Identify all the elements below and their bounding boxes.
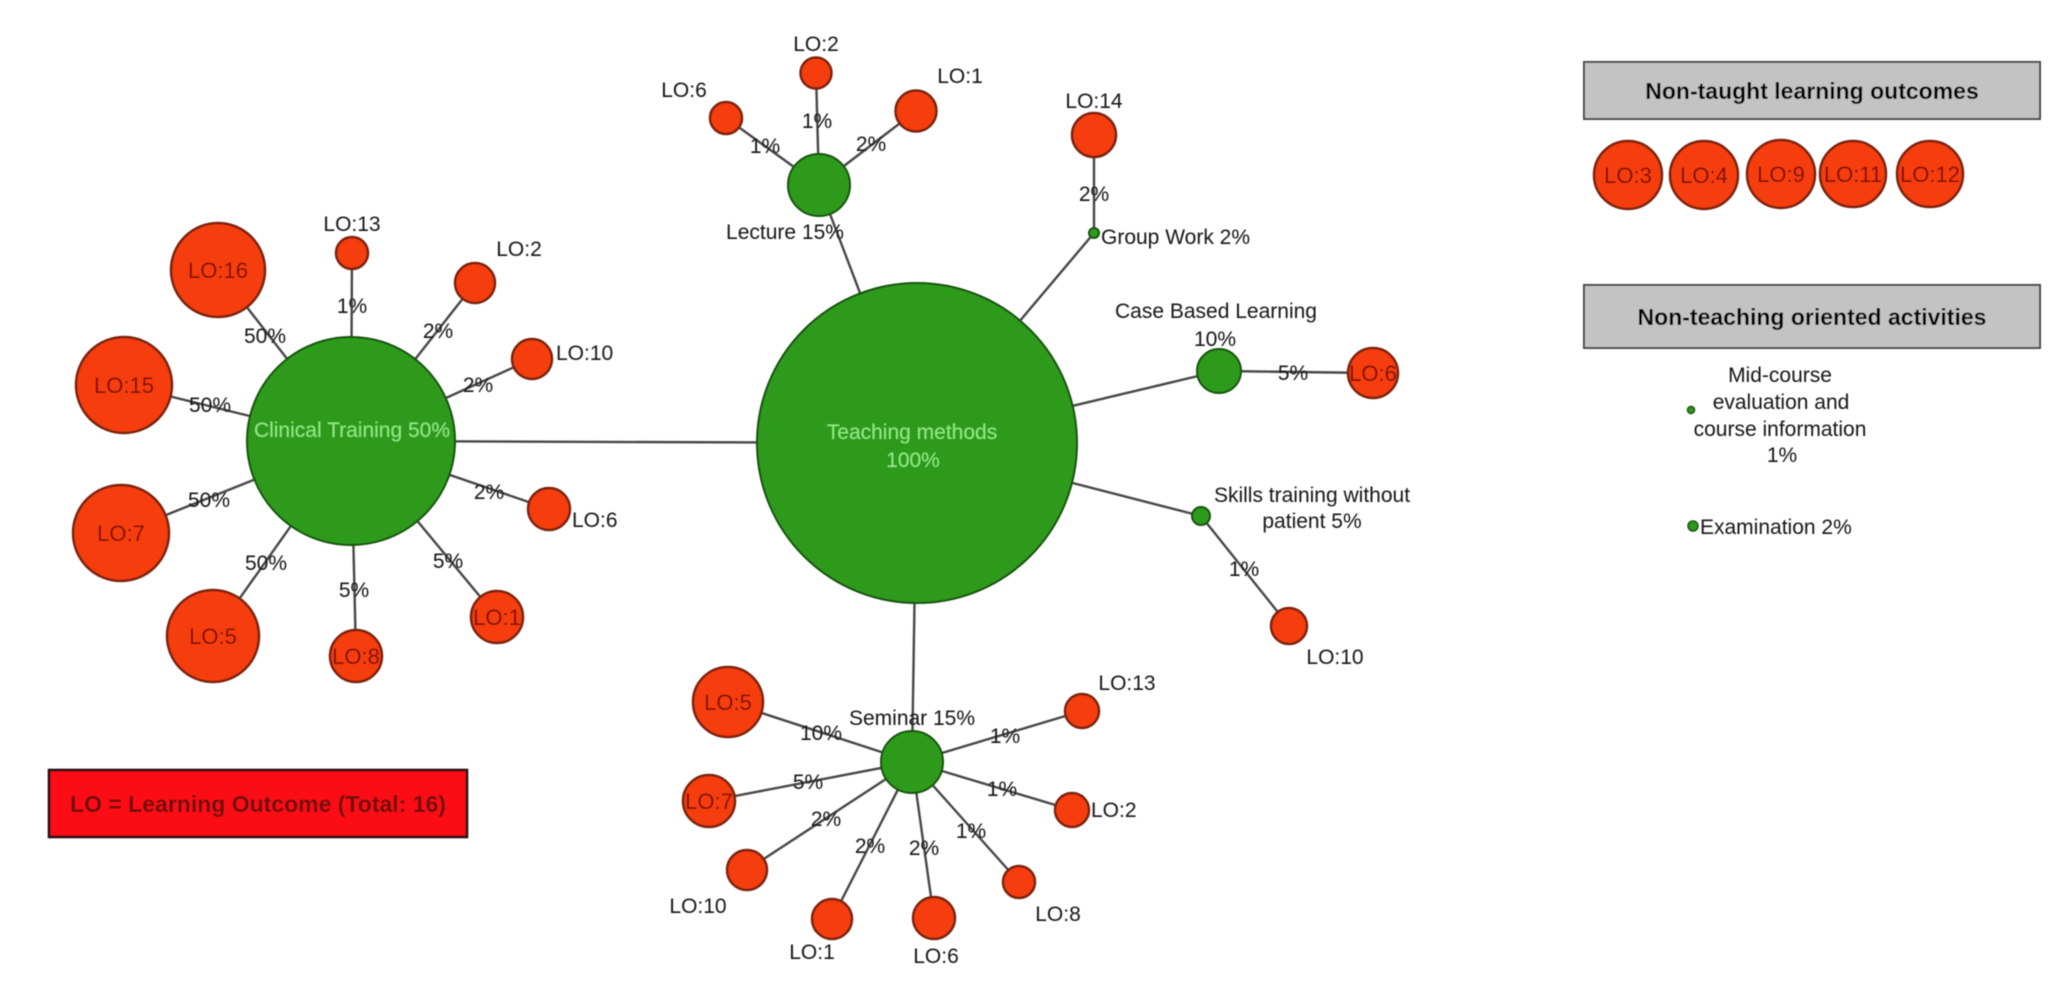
svg-text:LO:6: LO:6: [913, 945, 959, 968]
svg-text:LO:13: LO:13: [323, 213, 380, 236]
svg-text:1%: 1%: [1767, 444, 1797, 467]
svg-text:LO:14: LO:14: [1065, 90, 1123, 113]
svg-text:LO:2: LO:2: [793, 33, 839, 56]
svg-text:LO:5: LO:5: [189, 624, 237, 649]
svg-text:10%: 10%: [1194, 328, 1236, 351]
svg-text:Clinical Training 50%: Clinical Training 50%: [254, 419, 450, 442]
svg-text:2%: 2%: [855, 835, 885, 858]
svg-text:LO:1: LO:1: [789, 941, 835, 964]
svg-text:1%: 1%: [990, 725, 1020, 748]
svg-text:LO:12: LO:12: [1900, 162, 1960, 187]
svg-text:2%: 2%: [423, 320, 453, 343]
svg-text:50%: 50%: [189, 394, 231, 417]
svg-text:LO:11: LO:11: [1824, 162, 1882, 187]
svg-text:5%: 5%: [339, 579, 369, 602]
svg-text:LO:1: LO:1: [473, 605, 521, 630]
svg-text:LO:13: LO:13: [1098, 672, 1155, 695]
svg-text:LO:10: LO:10: [669, 895, 726, 918]
svg-text:LO:7: LO:7: [97, 521, 145, 546]
svg-text:Seminar 15%: Seminar 15%: [849, 707, 975, 730]
svg-text:LO:8: LO:8: [332, 644, 380, 669]
svg-text:LO:10: LO:10: [1306, 646, 1363, 669]
svg-text:patient 5%: patient 5%: [1262, 510, 1361, 533]
svg-text:LO:1: LO:1: [937, 65, 983, 88]
svg-text:LO:8: LO:8: [1035, 903, 1081, 926]
svg-text:5%: 5%: [433, 550, 463, 573]
svg-text:50%: 50%: [188, 489, 230, 512]
svg-text:LO:3: LO:3: [1604, 163, 1652, 188]
svg-text:1%: 1%: [802, 110, 832, 133]
svg-text:2%: 2%: [463, 374, 493, 397]
svg-text:1%: 1%: [956, 820, 986, 843]
svg-text:Non-taught learning outcomes: Non-taught learning outcomes: [1645, 78, 1979, 104]
svg-text:5%: 5%: [793, 771, 823, 794]
svg-text:Examination 2%: Examination 2%: [1700, 516, 1852, 539]
svg-text:1%: 1%: [337, 295, 367, 318]
svg-text:LO:15: LO:15: [94, 373, 154, 398]
svg-text:LO:5: LO:5: [704, 690, 752, 715]
svg-text:100%: 100%: [886, 449, 940, 472]
svg-text:10%: 10%: [800, 722, 842, 745]
svg-text:2%: 2%: [1079, 183, 1109, 206]
svg-text:LO:4: LO:4: [1680, 163, 1728, 188]
svg-text:Skills training without: Skills training without: [1214, 484, 1410, 507]
svg-text:evaluation and: evaluation and: [1713, 391, 1850, 414]
svg-text:Lecture 15%: Lecture 15%: [726, 221, 844, 244]
svg-text:2%: 2%: [811, 808, 841, 831]
svg-text:1%: 1%: [750, 135, 780, 158]
svg-text:LO:6: LO:6: [661, 79, 707, 102]
svg-text:Teaching methods: Teaching methods: [827, 421, 997, 444]
svg-text:course information: course information: [1694, 418, 1867, 441]
svg-text:LO:16: LO:16: [188, 258, 248, 283]
svg-text:2%: 2%: [856, 133, 886, 156]
svg-text:LO:7: LO:7: [685, 789, 733, 814]
svg-text:1%: 1%: [1229, 558, 1259, 581]
svg-text:50%: 50%: [245, 552, 287, 575]
svg-text:LO:2: LO:2: [1091, 799, 1137, 822]
svg-text:Non-teaching oriented activiti: Non-teaching oriented activities: [1638, 304, 1987, 330]
svg-text:Group Work 2%: Group Work 2%: [1101, 226, 1250, 249]
svg-text:LO:2: LO:2: [496, 238, 542, 261]
svg-text:1%: 1%: [987, 778, 1017, 801]
svg-text:Case Based Learning: Case Based Learning: [1115, 300, 1317, 323]
svg-text:LO:10: LO:10: [556, 342, 613, 365]
svg-text:2%: 2%: [909, 837, 939, 860]
svg-text:LO = Learning Outcome (Total:: LO = Learning Outcome (Total: 16): [70, 791, 446, 817]
svg-text:50%: 50%: [244, 325, 286, 348]
svg-text:2%: 2%: [474, 481, 504, 504]
svg-text:LO:9: LO:9: [1757, 162, 1805, 187]
svg-text:5%: 5%: [1278, 362, 1308, 385]
svg-text:LO:6: LO:6: [1349, 361, 1397, 386]
svg-text:LO:6: LO:6: [572, 509, 618, 532]
svg-text:Mid-course: Mid-course: [1728, 364, 1832, 387]
